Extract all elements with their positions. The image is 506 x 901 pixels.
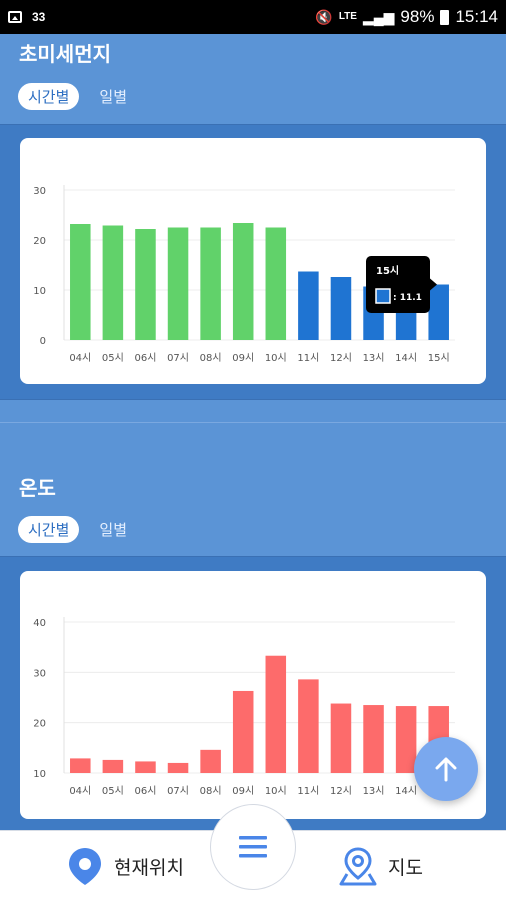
x-tick-label: 15시 (428, 352, 450, 364)
tab-daily[interactable]: 일별 (99, 88, 128, 106)
x-tick-label: 10시 (265, 352, 287, 364)
mute-icon: 🔇 (315, 8, 333, 25)
x-tick-label: 11시 (297, 785, 319, 797)
bar-06시[interactable] (135, 229, 156, 340)
tooltip-title: 15시 (376, 265, 399, 277)
bar-13시[interactable] (363, 705, 384, 773)
y-tick-label: 20 (33, 719, 46, 730)
gallery-notification-icon (8, 11, 22, 23)
x-tick-label: 06시 (134, 352, 156, 364)
bar-05시[interactable] (102, 225, 124, 341)
battery-icon (440, 9, 450, 25)
map-button[interactable]: 지도 (338, 831, 423, 901)
x-tick-label: 11시 (297, 352, 319, 364)
status-bar: 33 🔇 LTE ▂▄▆ 98% 15:14 (0, 0, 506, 34)
tooltip-swatch (375, 288, 391, 304)
tab-daily[interactable]: 일별 (99, 521, 128, 539)
tab-hourly[interactable]: 시간별 (18, 516, 80, 543)
x-tick-label: 12시 (330, 352, 352, 364)
hamburger-menu-icon (239, 836, 267, 858)
section-divider (0, 422, 506, 423)
y-tick-label: 20 (33, 236, 46, 247)
bar-06시[interactable] (135, 761, 156, 773)
x-tick-label: 14시 (395, 785, 417, 797)
x-tick-label: 07시 (167, 785, 189, 797)
y-tick-label: 0 (40, 336, 46, 347)
fine-dust-title: 초미세먼지 (19, 42, 111, 66)
bar-10시[interactable] (265, 655, 287, 773)
signal-icon: ▂▄▆ (362, 8, 395, 25)
y-tick-label: 40 (33, 618, 46, 629)
bar-11시[interactable] (298, 271, 319, 341)
bar-08시[interactable] (200, 227, 221, 341)
bar-10시[interactable] (265, 227, 287, 341)
x-tick-label: 05시 (102, 785, 124, 797)
x-tick-label: 08시 (200, 785, 222, 797)
bar-07시[interactable] (167, 762, 189, 773)
y-tick-label: 30 (33, 186, 46, 197)
tab-hourly[interactable]: 시간별 (18, 83, 80, 110)
y-tick-label: 10 (33, 769, 46, 780)
bar-12시[interactable] (330, 277, 352, 340)
x-tick-label: 05시 (102, 352, 124, 364)
x-tick-label: 08시 (200, 352, 222, 364)
current-location-button[interactable]: 현재위치 (66, 831, 184, 901)
x-tick-label: 09시 (232, 352, 254, 364)
current-location-label: 현재위치 (114, 856, 184, 879)
x-tick-label: 13시 (363, 785, 385, 797)
bar-11시[interactable] (298, 679, 319, 773)
tooltip-value: : 11.1 (393, 293, 422, 303)
x-tick-label: 09시 (232, 785, 254, 797)
menu-button[interactable] (210, 804, 296, 890)
arrow-up-icon (435, 757, 457, 782)
network-label: LTE (338, 11, 357, 22)
map-label: 지도 (388, 856, 423, 879)
bar-04시[interactable] (70, 758, 91, 773)
battery-percent: 98% (400, 7, 435, 26)
temperature-tabs: 시간별 일별 (18, 516, 127, 543)
bar-tooltip: 15시 : 11.1 (366, 256, 437, 313)
x-tick-label: 14시 (395, 352, 417, 364)
x-tick-label: 04시 (69, 785, 91, 797)
location-pin-icon (69, 848, 101, 885)
bar-15시[interactable] (428, 284, 449, 341)
fine-dust-chart-card: 0 10 20 30 04시 05시 06시 07시 08시 09시 10시 11시 12시 13시 14시… (20, 138, 486, 384)
x-tick-label: 13시 (363, 352, 385, 364)
x-tick-label: 12시 (330, 785, 352, 797)
temperature-title: 온도 (19, 476, 56, 500)
fine-dust-chart[interactable]: 0 10 20 30 04시 05시 06시 07시 08시 09시 10시 11시 12시 13시 14시… (20, 138, 486, 384)
bar-04시[interactable] (70, 224, 91, 340)
bar-12시[interactable] (330, 703, 352, 773)
bar-09시[interactable] (232, 223, 254, 340)
bar-07시[interactable] (167, 227, 189, 341)
bar-14시[interactable] (395, 706, 417, 773)
map-pin-icon (339, 847, 377, 886)
bar-08시[interactable] (200, 749, 221, 773)
x-tick-label: 10시 (265, 785, 287, 797)
y-tick-label: 30 (33, 668, 46, 679)
scroll-top-button[interactable] (414, 737, 478, 801)
x-tick-label: 06시 (134, 785, 156, 797)
bar-09시[interactable] (232, 690, 254, 773)
clock: 15:14 (455, 7, 498, 26)
notification-count: 33 (32, 10, 46, 24)
x-tick-label: 07시 (167, 352, 189, 364)
fine-dust-tabs: 시간별 일별 (18, 83, 127, 110)
x-tick-label: 04시 (69, 352, 91, 364)
bar-05시[interactable] (102, 759, 124, 773)
y-tick-label: 10 (33, 286, 46, 297)
